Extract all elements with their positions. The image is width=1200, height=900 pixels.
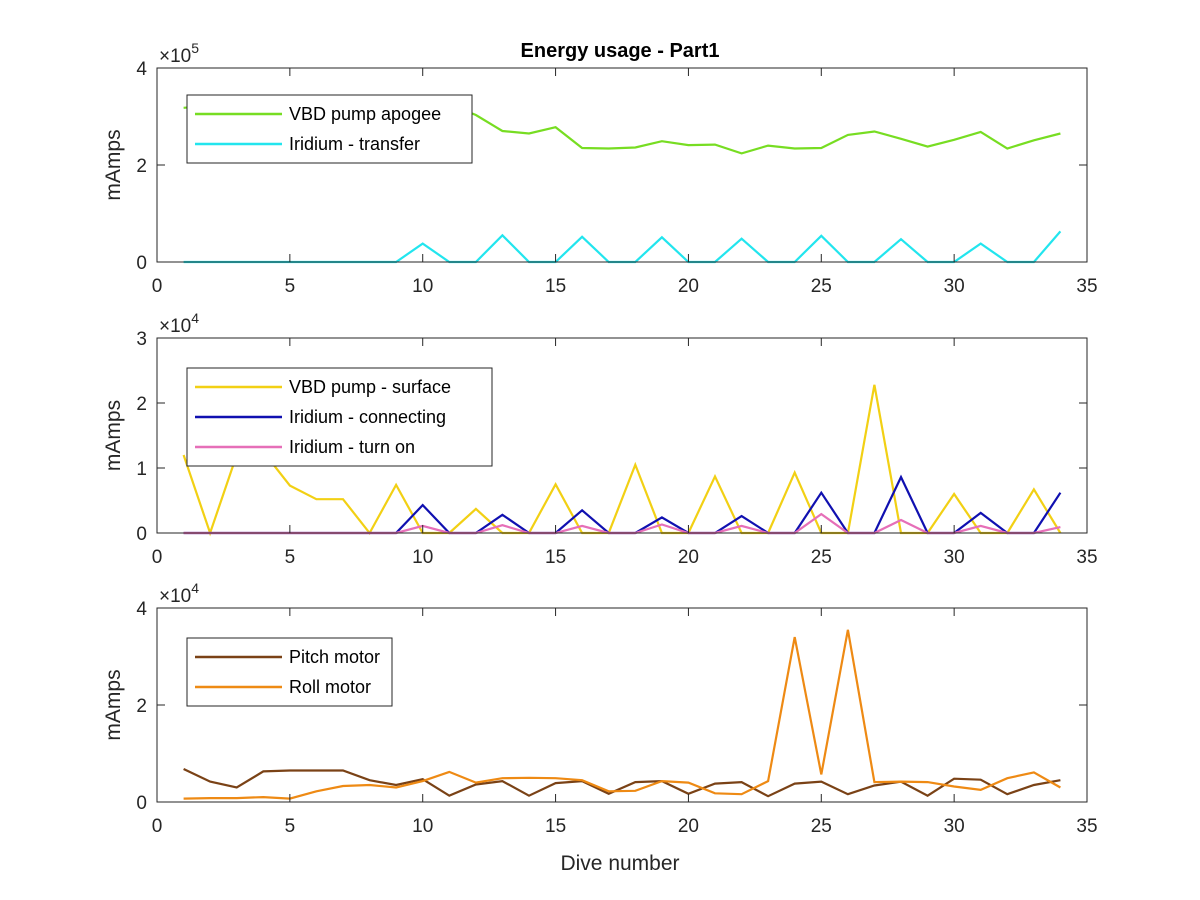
y-tick-label: 1 <box>136 459 147 480</box>
legend-entry-label: Iridium - turn on <box>289 437 415 457</box>
legend: VBD pump apogee Iridium - transfer <box>186 94 473 164</box>
legend-entry-label: Iridium - transfer <box>289 134 420 154</box>
legend: VBD pump - surface Iridium - connecting Ir… <box>186 367 493 467</box>
y-tick-label: 4 <box>136 599 147 620</box>
x-tick-label: 25 <box>811 276 832 297</box>
series-line-roll-motor <box>183 629 1061 800</box>
x-tick-label: 35 <box>1076 547 1097 568</box>
legend-entry-label: VBD pump - surface <box>289 377 451 397</box>
y-tick-label: 3 <box>136 329 147 350</box>
x-axis-label: Dive number <box>560 852 679 875</box>
x-tick-label: 5 <box>285 547 296 568</box>
legend-entry-label: Roll motor <box>289 677 371 697</box>
x-tick-label: 25 <box>811 816 832 837</box>
legend-entry-label: VBD pump apogee <box>289 104 441 124</box>
y-tick-label: 0 <box>136 793 147 814</box>
x-tick-label: 15 <box>545 547 566 568</box>
y-tick-label: 2 <box>136 394 147 415</box>
x-tick-label: 0 <box>152 547 163 568</box>
x-tick-label: 15 <box>545 816 566 837</box>
x-tick-label: 20 <box>678 816 699 837</box>
x-tick-label: 20 <box>678 276 699 297</box>
x-tick-label: 10 <box>412 547 433 568</box>
x-tick-label: 30 <box>944 547 965 568</box>
y-tick-label: 4 <box>136 59 147 80</box>
x-tick-label: 30 <box>944 816 965 837</box>
x-tick-label: 0 <box>152 276 163 297</box>
chart-title: Energy usage - Part1 <box>521 40 720 62</box>
y-axis-label: mAmps <box>102 400 125 471</box>
x-tick-label: 35 <box>1076 276 1097 297</box>
legend-entry-label: Pitch motor <box>289 647 380 667</box>
y-tick-label: 0 <box>136 253 147 274</box>
series-line-pitch-motor <box>183 768 1061 798</box>
x-tick-label: 10 <box>412 276 433 297</box>
y-axis-label: mAmps <box>102 129 125 200</box>
y-tick-label: 2 <box>136 156 147 177</box>
x-tick-label: 0 <box>152 816 163 837</box>
y-axis-label: mAmps <box>102 669 125 740</box>
legend-entry-label: Iridium - connecting <box>289 407 446 427</box>
axes-box <box>156 337 1088 534</box>
legend-box <box>186 94 473 164</box>
x-tick-label: 15 <box>545 276 566 297</box>
x-tick-label: 5 <box>285 276 296 297</box>
x-tick-label: 25 <box>811 547 832 568</box>
y-tick-label: 0 <box>136 524 147 545</box>
y-axis-exponent-power: 4 <box>191 580 199 596</box>
x-tick-label: 10 <box>412 816 433 837</box>
y-tick-label: 2 <box>136 696 147 717</box>
x-tick-label: 5 <box>285 816 296 837</box>
legend-box <box>186 637 393 707</box>
x-tick-label: 20 <box>678 547 699 568</box>
x-tick-label: 35 <box>1076 816 1097 837</box>
y-axis-exponent-power: 4 <box>191 310 199 326</box>
x-tick-label: 30 <box>944 276 965 297</box>
y-axis-exponent-power: 5 <box>191 40 199 56</box>
legend: Pitch motor Roll motor <box>186 637 393 707</box>
